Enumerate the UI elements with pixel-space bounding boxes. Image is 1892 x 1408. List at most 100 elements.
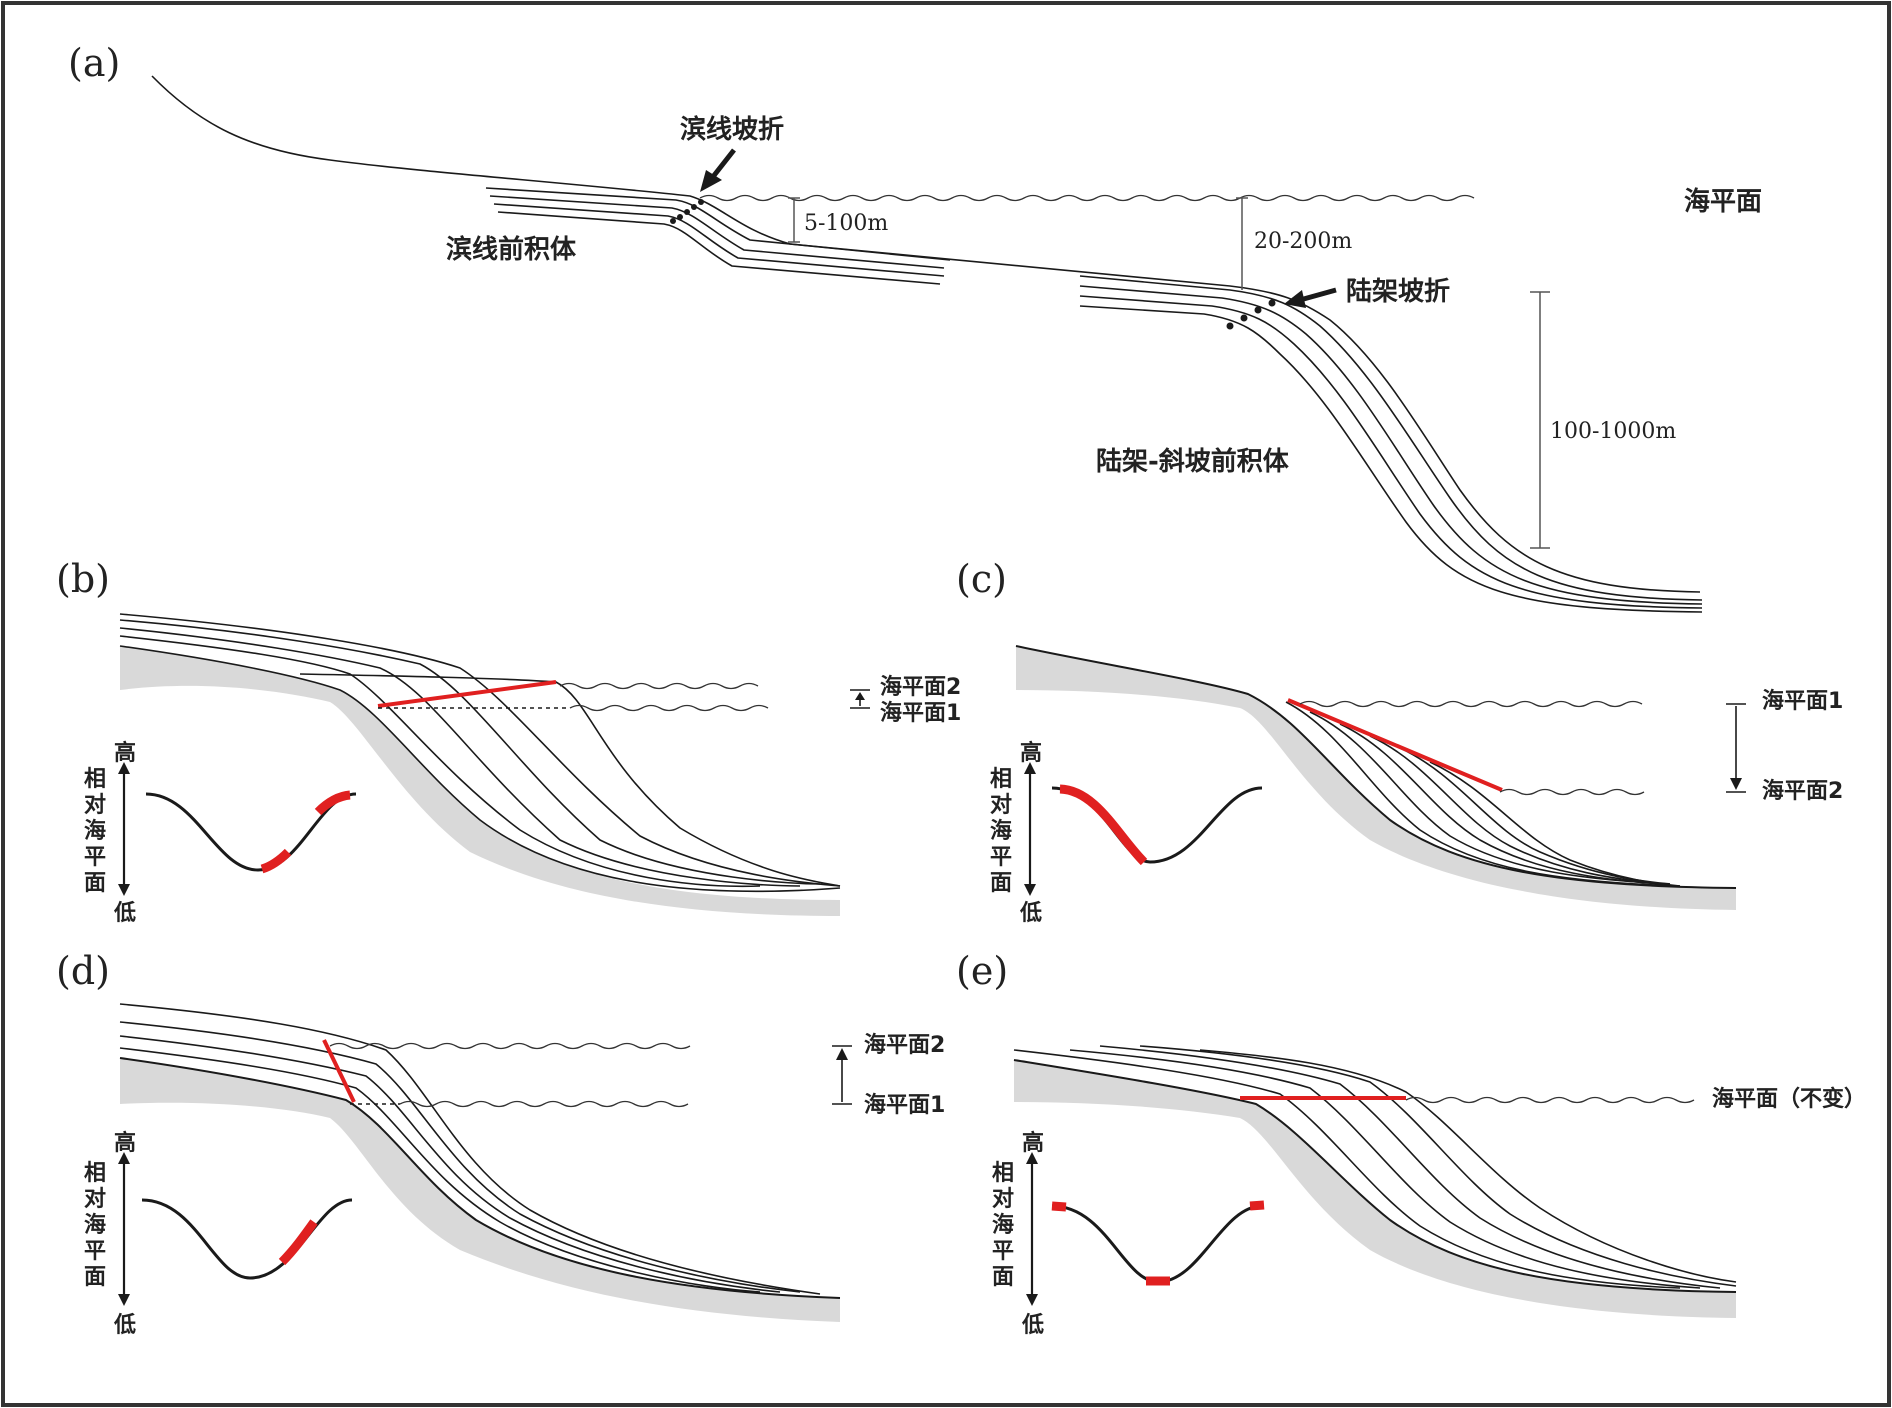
shelf-break-label: 陆架坡折: [1346, 276, 1450, 307]
axis-title-c-3: 海: [990, 818, 1012, 844]
shelf-break-arrow: [1284, 287, 1337, 308]
shelf-break-dots: [1226, 299, 1276, 330]
coastal-plain-profile: [151, 75, 1701, 593]
axis-title-e-1: 相: [992, 1161, 1014, 1186]
sea-level-rise-marker-d: [832, 1045, 852, 1105]
panel-e: (e) 海平面（不变） 高 低 相 对 海 平 面: [956, 949, 1866, 1338]
basement-c: [1016, 646, 1736, 910]
sea-level-curve-e: [1051, 1204, 1263, 1284]
sea-level-wave-c2: [1499, 788, 1645, 796]
axis-high-d: 高: [114, 1130, 136, 1156]
panel-d-label: (d): [56, 949, 110, 993]
sea-level-wave-b1: [569, 704, 769, 712]
axis-high-c: 高: [1020, 740, 1042, 766]
depth-label-large: 100-1000m: [1550, 419, 1676, 444]
sea-level-fall-marker-c: [1726, 703, 1746, 793]
shoreline-prograde-label: 滨线前积体: [446, 234, 577, 265]
sea-level-wave-d2: [329, 1042, 691, 1050]
axis-high-b: 高: [114, 740, 136, 766]
curve-highlight-e-3: [1249, 1200, 1265, 1211]
panel-c: (c) 海平面1 海平面2 高 低 相 对: [956, 557, 1843, 926]
sea-level-1-label-b: 海平面1: [880, 700, 961, 726]
axis-title-b-5: 面: [84, 871, 106, 896]
trajectory-b: [377, 680, 557, 708]
strata-c: [1015, 645, 1737, 889]
sea-level-wave-d1: [399, 1100, 689, 1108]
curve-highlight-b-2: [314, 790, 351, 816]
axis-title-d-1: 相: [84, 1161, 106, 1186]
axis-title-e-3: 海: [992, 1212, 1014, 1238]
shoreline-break-label: 滨线坡折: [680, 114, 784, 145]
panel-a-label: (a): [68, 41, 120, 85]
sea-level-wave-e: [1405, 1096, 1695, 1104]
strata-b: [119, 613, 841, 893]
panel-c-label: (c): [956, 557, 1007, 601]
axis-title-e-5: 面: [992, 1265, 1014, 1290]
depth-label-mid: 20-200m: [1254, 229, 1352, 254]
basement-b: [120, 646, 840, 916]
axis-title-d-5: 面: [84, 1265, 106, 1290]
trajectory-d: [322, 1039, 356, 1103]
sea-level-2-label-b: 海平面2: [880, 674, 961, 700]
axis-title-c-2: 对: [990, 793, 1012, 818]
curve-highlight-c: [1059, 784, 1148, 866]
relative-sea-level-inset-c: 高 低 相 对 海 平 面: [990, 740, 1263, 926]
sea-level-label-a: 海平面: [1684, 187, 1762, 217]
sea-level-curve-d: [141, 1198, 353, 1280]
curve-highlight-e-1: [1051, 1201, 1067, 1212]
axis-low-b: 低: [113, 901, 136, 926]
sea-level-rise-marker-b: [850, 689, 870, 709]
axis-high-e: 高: [1022, 1130, 1044, 1156]
sea-level-2-label-d: 海平面2: [864, 1032, 945, 1058]
relative-sea-level-inset-d: 高 低 相 对 海 平 面: [84, 1130, 353, 1338]
axis-title-d-3: 海: [84, 1212, 106, 1238]
strata-d: [119, 1003, 841, 1299]
sea-level-2-label-c: 海平面2: [1762, 778, 1843, 804]
sea-level-wave-b2: [559, 682, 759, 690]
axis-title-b-1: 相: [84, 767, 106, 792]
axis-title-b-2: 对: [84, 793, 106, 818]
axis-title-c-5: 面: [990, 871, 1012, 896]
axis-title-e-2: 对: [992, 1187, 1014, 1212]
axis-low-c: 低: [1019, 901, 1042, 926]
depth-dimension-mid: [1236, 197, 1248, 290]
panel-b: (b) 海平面2 海平面1 高 低 相: [56, 557, 961, 926]
axis-low-e: 低: [1021, 1313, 1044, 1338]
axis-title-d-2: 对: [84, 1187, 106, 1212]
basement-e: [1014, 1060, 1736, 1318]
shelf-slope-prograde-label: 陆架-斜坡前积体: [1096, 446, 1290, 477]
shoreline-break-dots: [670, 199, 704, 224]
axis-title-b-4: 平: [84, 845, 106, 870]
basement-d: [120, 1058, 840, 1322]
panel-a: (a): [68, 41, 1762, 613]
axis-title-c-4: 平: [990, 845, 1012, 870]
axis-title-e-4: 平: [992, 1239, 1014, 1264]
axis-title-d-4: 平: [84, 1239, 106, 1264]
strata-e: [1013, 1045, 1737, 1293]
sea-level-curve-b: [145, 792, 357, 872]
panel-d: (d) 海平面2 海平面1 高 低 相 对 海: [56, 949, 945, 1338]
sea-level-unchanged-label: 海平面（不变）: [1712, 1086, 1866, 1112]
curve-highlight-d: [278, 1219, 318, 1266]
depth-dimension-small: [788, 197, 800, 243]
shelf-slope-prograde-stack: [1079, 275, 1703, 613]
depth-label-small: 5-100m: [804, 211, 888, 236]
sea-level-1-label-d: 海平面1: [864, 1092, 945, 1118]
sea-level-wave-c1: [1299, 700, 1643, 708]
sea-level-wave-a: [699, 194, 1475, 202]
shoreline-prograde-stack: [485, 187, 951, 285]
depth-dimension-large: [1530, 291, 1550, 549]
relative-sea-level-inset-b: 高 低 相 对 海 平 面: [84, 740, 357, 926]
axis-title-c-1: 相: [990, 767, 1012, 792]
sea-level-1-label-c: 海平面1: [1762, 688, 1843, 714]
axis-title-b-3: 海: [84, 818, 106, 844]
panel-b-label: (b): [56, 557, 110, 601]
relative-sea-level-inset-e: 高 低 相 对 海 平 面: [992, 1130, 1265, 1338]
panel-e-label: (e): [956, 949, 1008, 993]
axis-low-d: 低: [113, 1313, 136, 1338]
curve-highlight-b-1: [260, 848, 292, 874]
shoreline-break-arrow: [700, 148, 736, 192]
trajectory-c: [1287, 698, 1503, 792]
